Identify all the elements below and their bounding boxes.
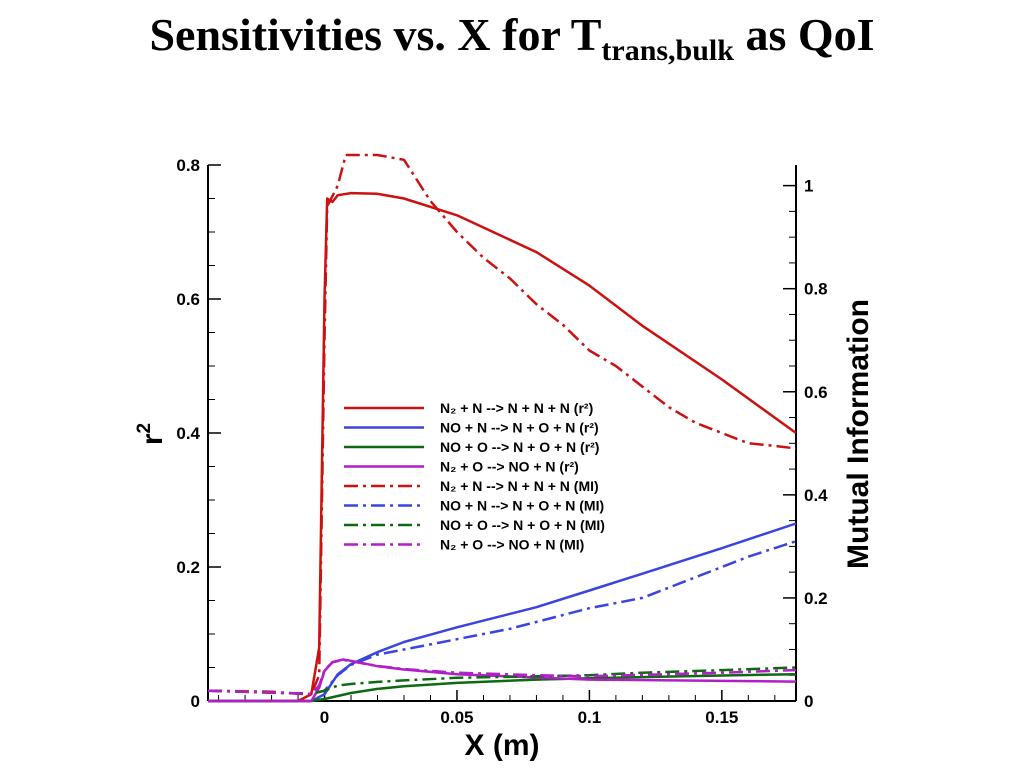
y-axis-label-sup: 2 [134,423,155,434]
x-axis-label: X (m) [465,729,540,762]
x-tick-label: 0.05 [440,708,473,727]
chart-title-main: Sensitivities vs. X for T [149,9,602,60]
y-tick-label: 0 [191,692,200,711]
series-line-2 [208,522,797,703]
chart-title: Sensitivities vs. X for Ttrans,bulk as Q… [0,8,1024,68]
legend-label-4: N₂ + O --> NO + N (r²) [440,459,579,475]
series-line-3 [208,672,797,703]
y-tick-label: 0.6 [176,290,200,309]
chart-title-tail: as QoI [733,9,875,60]
x-tick-label: 0 [320,708,329,727]
series-layer [207,153,797,703]
legend-label-5: N₂ + N --> N + N + N (MI) [440,478,599,494]
y2-tick-label: 0.2 [804,589,828,608]
chart-title-subscript: trans,bulk [601,34,734,68]
series-line-7 [207,666,797,696]
y2-tick-label: 0 [804,692,813,711]
y-axis-label-base: r [136,433,169,445]
legend-label-3: NO + O --> N + O + N (r²) [440,439,599,455]
y-tick-label: 0.8 [176,156,200,175]
y-axis-label: r2 [134,423,169,445]
y2-axis-label: Mutual Information [842,299,875,569]
y2-tick-label: 0.4 [804,486,828,505]
series-line-8 [207,658,797,696]
series-line-5 [207,153,797,696]
legend-label-6: NO + N --> N + O + N (MI) [440,498,604,514]
y2-tick-label: 0.8 [804,280,828,299]
series-line-6 [207,540,797,696]
y2-tick-label: 0.6 [804,383,828,402]
legend-label-7: NO + O --> N + O + N (MI) [440,517,605,533]
y-tick-label: 0.4 [176,424,200,443]
series-line-1 [208,191,797,703]
legend: N₂ + N --> N + N + N (r²) NO + N --> N + … [344,400,605,553]
x-tick-label: 0.1 [578,708,602,727]
x-tick-label: 0.15 [705,708,738,727]
legend-label-2: NO + N --> N + O + N (r²) [440,420,599,436]
legend-label-8: N₂ + O --> NO + N (MI) [440,537,584,553]
legend-label-1: N₂ + N --> N + N + N (r²) [440,400,593,416]
y2-tick-label: 1 [804,177,813,196]
y-tick-label: 0.2 [176,558,200,577]
